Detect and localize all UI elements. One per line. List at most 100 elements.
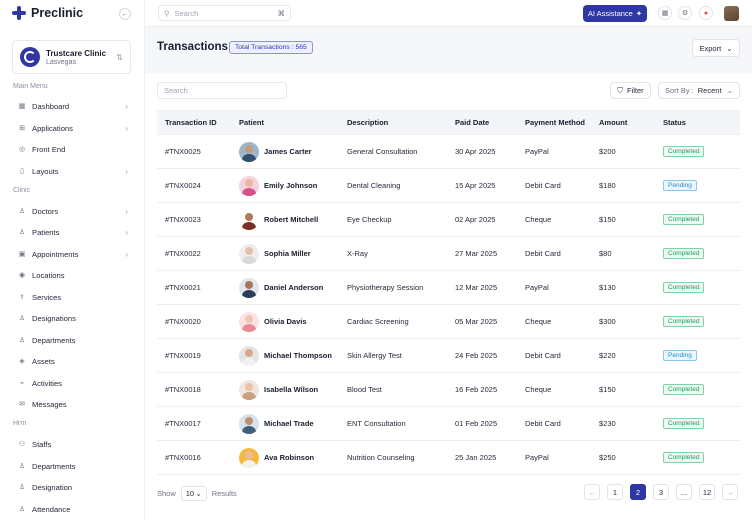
table-row[interactable]: #TNX0023 Robert Mitchell Eye Checkup 02 Apr… bbox=[157, 202, 740, 237]
ai-assistance-button[interactable]: AI Assistance ✦ bbox=[583, 5, 647, 22]
sidebar-item-designation[interactable]: ♙ Designation bbox=[18, 480, 128, 494]
paid-date: 05 Mar 2025 bbox=[447, 304, 517, 339]
sidebar-item-label: Services bbox=[32, 292, 62, 302]
logo[interactable]: Preclinic bbox=[12, 6, 83, 20]
sidebar-item-appointments[interactable]: ▣ Appointments › bbox=[18, 247, 128, 261]
sidebar-item-designations[interactable]: ♙ Designations bbox=[18, 311, 128, 325]
column-header[interactable]: Paid Date bbox=[447, 110, 517, 135]
prev-page-button[interactable]: ← bbox=[584, 484, 600, 500]
table-header-row: Transaction ID Patient Description Paid … bbox=[157, 110, 740, 135]
table-row[interactable]: #TNX0024 Emily Johnson Dental Cleaning 15 A… bbox=[157, 168, 740, 203]
settings-icon[interactable]: ⚙ bbox=[678, 6, 692, 20]
patient[interactable]: Ava Robinson bbox=[239, 447, 339, 468]
table-row[interactable]: #TNX0019 Michael Thompson Skin Allergy Tes… bbox=[157, 338, 740, 373]
sidebar-item-departments[interactable]: ♙ Departments bbox=[18, 333, 128, 347]
column-header[interactable]: Payment Method bbox=[517, 110, 591, 135]
sidebar-item-label: Locations bbox=[32, 270, 65, 280]
payment-method: PayPal bbox=[517, 270, 591, 305]
patient[interactable]: Emily Johnson bbox=[239, 175, 339, 196]
page-size-control: Show 10 ⌄ Results bbox=[157, 486, 237, 501]
patient[interactable]: Michael Trade bbox=[239, 413, 339, 434]
page-button[interactable]: 2 bbox=[630, 484, 646, 500]
patient[interactable]: Sophia Miller bbox=[239, 243, 339, 264]
sidebar-item-layouts[interactable]: ▯ Layouts › bbox=[18, 164, 128, 178]
table-row[interactable]: #TNX0025 James Carter General Consultation… bbox=[157, 134, 740, 169]
apps-icon: ⊞ bbox=[19, 125, 25, 132]
amount: $150 bbox=[591, 202, 655, 237]
sidebar-item-label: Patients bbox=[32, 227, 60, 237]
patient[interactable]: Isabella Wilson bbox=[239, 379, 339, 400]
column-header[interactable]: Status bbox=[655, 110, 740, 135]
patient-cell: Olivia Davis bbox=[231, 304, 339, 339]
sidebar-item-attendance[interactable]: ♙ Attendance bbox=[18, 502, 128, 516]
user-avatar[interactable] bbox=[724, 6, 739, 21]
table-row[interactable]: #TNX0017 Michael Trade ENT Consultation 01 … bbox=[157, 406, 740, 441]
page-button[interactable]: 3 bbox=[653, 484, 669, 500]
sidebar-item-applications[interactable]: ⊞ Applications › bbox=[18, 121, 128, 135]
patient[interactable]: Michael Thompson bbox=[239, 345, 339, 366]
sidebar-item-messages[interactable]: ✉ Messages bbox=[18, 397, 128, 411]
table-search-input[interactable]: Search bbox=[157, 82, 287, 99]
sidebar-item-services[interactable]: ⚕ Services bbox=[18, 290, 128, 304]
collapse-sidebar-button[interactable]: ← bbox=[119, 8, 131, 20]
column-header[interactable]: Description bbox=[339, 110, 447, 135]
menu-section-hrm: Hrm bbox=[13, 420, 27, 427]
sidebar-item-locations[interactable]: ◉ Locations bbox=[18, 268, 128, 282]
calendar-icon[interactable]: ▦ bbox=[658, 6, 672, 20]
patient[interactable]: James Carter bbox=[239, 141, 339, 162]
sidebar-item-front-end[interactable]: ◎ Front End bbox=[18, 142, 128, 156]
column-header[interactable]: Amount bbox=[591, 110, 655, 135]
sidebar-item-patients[interactable]: ♙ Patients › bbox=[18, 225, 128, 239]
menu-section-main: Main Menu bbox=[13, 83, 48, 90]
global-search-input[interactable]: ⚲ Search ⌘ bbox=[158, 5, 291, 21]
page-size-select[interactable]: 10 ⌄ bbox=[180, 486, 207, 501]
notification-bell-icon[interactable]: ● bbox=[699, 6, 713, 20]
patient-name: Daniel Anderson bbox=[264, 283, 324, 292]
amount: $300 bbox=[591, 304, 655, 339]
patient-name: Emily Johnson bbox=[264, 181, 318, 190]
status-badge: Completed bbox=[663, 418, 705, 429]
status-cell: Completed bbox=[655, 304, 740, 339]
sidebar-item-assets[interactable]: ◈ Assets bbox=[18, 354, 128, 368]
sidebar-item-departments[interactable]: ♙ Departments bbox=[18, 459, 128, 473]
sidebar-item-doctors[interactable]: ♙ Doctors › bbox=[18, 204, 128, 218]
results-label: Results bbox=[211, 489, 237, 498]
table-row[interactable]: #TNX0021 Daniel Anderson Physiotherapy Ses… bbox=[157, 270, 740, 305]
page-button[interactable]: 12 bbox=[699, 484, 715, 500]
sidebar-item-label: Dashboard bbox=[32, 101, 70, 111]
app-name: Preclinic bbox=[31, 6, 84, 20]
column-header[interactable]: Patient bbox=[231, 110, 339, 135]
switch-icon: ⇅ bbox=[116, 52, 123, 62]
patient[interactable]: Olivia Davis bbox=[239, 311, 339, 332]
patient-cell: Robert Mitchell bbox=[231, 202, 339, 237]
patient[interactable]: Daniel Anderson bbox=[239, 277, 339, 298]
patient-avatar bbox=[239, 243, 259, 264]
column-header[interactable]: Transaction ID bbox=[157, 110, 231, 135]
sidebar-item-label: Staffs bbox=[32, 439, 52, 449]
location-icon: ◉ bbox=[18, 272, 26, 279]
export-button[interactable]: Export ⌄ bbox=[692, 39, 740, 57]
table-row[interactable]: #TNX0016 Ava Robinson Nutrition Counseling… bbox=[157, 440, 740, 475]
status-cell: Completed bbox=[655, 236, 740, 271]
paid-date: 24 Feb 2025 bbox=[447, 338, 517, 373]
page-button[interactable]: ... bbox=[676, 484, 692, 500]
transaction-id: #TNX0017 bbox=[157, 406, 231, 441]
filter-button[interactable]: ⛉ Filter bbox=[610, 82, 651, 99]
paid-date: 01 Feb 2025 bbox=[447, 406, 517, 441]
amount: $230 bbox=[591, 406, 655, 441]
patient-name: Olivia Davis bbox=[264, 317, 307, 326]
next-page-button[interactable]: → bbox=[722, 484, 738, 500]
table-row[interactable]: #TNX0022 Sophia Miller X-Ray 27 Mar 2025 Deb… bbox=[157, 236, 740, 271]
sort-dropdown[interactable]: Sort By : Recent ⌄ bbox=[658, 82, 740, 99]
logo-mark-icon bbox=[12, 6, 26, 20]
table-row[interactable]: #TNX0020 Olivia Davis Cardiac Screening 05 … bbox=[157, 304, 740, 339]
page-button[interactable]: 1 bbox=[607, 484, 623, 500]
sidebar-item-dashboard[interactable]: ▦ Dashboard › bbox=[18, 99, 128, 113]
chevron-left-icon: ← bbox=[121, 10, 129, 18]
clinic-switcher[interactable]: Trustcare Clinic Lasvegas ⇅ bbox=[12, 40, 131, 74]
transaction-id: #TNX0016 bbox=[157, 440, 231, 475]
patient[interactable]: Robert Mitchell bbox=[239, 209, 339, 230]
sidebar-item-staffs[interactable]: ⚇ Staffs bbox=[18, 437, 128, 451]
table-row[interactable]: #TNX0018 Isabella Wilson Blood Test 16 Feb … bbox=[157, 372, 740, 407]
sidebar-item-activities[interactable]: ⌁ Activities bbox=[18, 376, 128, 390]
